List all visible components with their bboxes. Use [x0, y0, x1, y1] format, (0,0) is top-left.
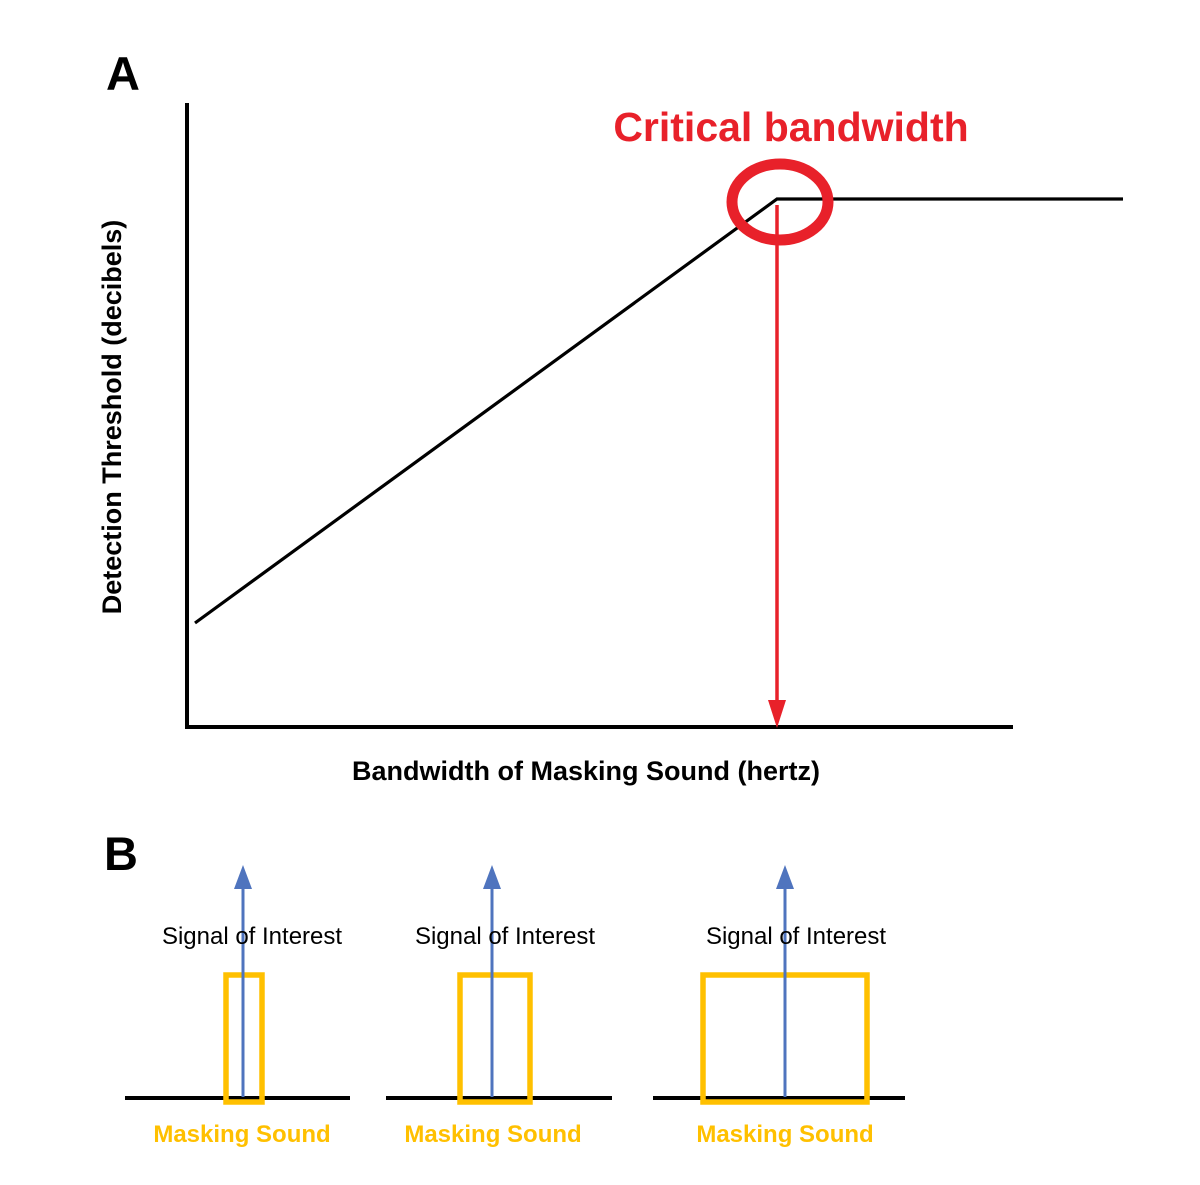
signal-of-interest-label: Signal of Interest [706, 923, 886, 950]
masking-diagram-medium: Signal of Interest Masking Sound [386, 865, 612, 1148]
y-axis-label: Detection Threshold (decibels) [97, 220, 127, 615]
masking-diagram-narrow: Signal of Interest Masking Sound [125, 865, 350, 1148]
panel-a: A Detection Threshold (decibels) Critica… [97, 47, 1123, 786]
signal-arrow-head-icon [776, 865, 794, 889]
signal-of-interest-label: Signal of Interest [162, 923, 342, 950]
critical-bandwidth-arrow-head-icon [768, 700, 786, 728]
panel-b-label: B [104, 827, 138, 880]
signal-arrow-head-icon [483, 865, 501, 889]
x-axis-label: Bandwidth of Masking Sound (hertz) [352, 756, 820, 786]
masking-sound-label: Masking Sound [404, 1121, 581, 1148]
signal-arrow-head-icon [234, 865, 252, 889]
critical-bandwidth-label: Critical bandwidth [613, 104, 968, 150]
masking-sound-label: Masking Sound [696, 1121, 873, 1148]
signal-of-interest-label: Signal of Interest [415, 923, 595, 950]
panel-a-label: A [106, 47, 140, 100]
masking-diagram-wide: Signal of Interest Masking Sound [653, 865, 905, 1148]
critical-bandwidth-circle-icon [726, 158, 834, 246]
threshold-curve [194, 197, 1123, 625]
panel-b: B Signal of Interest Masking Sound Signa… [104, 827, 905, 1148]
masking-sound-rect [457, 972, 533, 1105]
masking-sound-label: Masking Sound [153, 1121, 330, 1148]
